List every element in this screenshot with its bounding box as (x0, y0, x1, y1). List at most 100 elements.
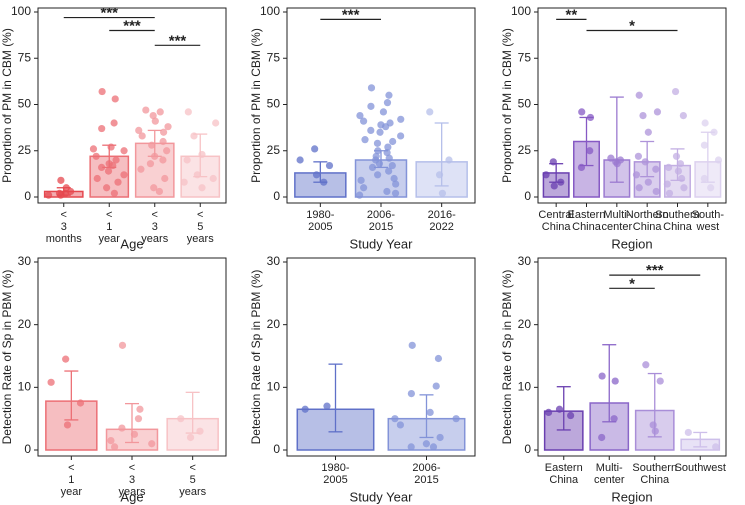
y-tick-label: 20 (267, 317, 281, 331)
data-point (110, 189, 118, 197)
y-axis-label: Proportion of PM in CBM (%) (249, 28, 263, 183)
data-point (367, 102, 375, 110)
data-point (542, 171, 550, 179)
data-point (373, 139, 382, 147)
data-point (438, 189, 447, 197)
x-axis-label: Age (120, 236, 143, 251)
data-point (160, 128, 168, 136)
data-point (567, 411, 575, 420)
y-tick-label: 50 (518, 97, 532, 111)
data-point (676, 160, 685, 168)
data-point (156, 108, 164, 116)
data-point (150, 184, 158, 192)
data-point (672, 152, 681, 160)
data-point (710, 128, 718, 136)
data-point (109, 161, 117, 170)
data-point (426, 408, 434, 416)
plot-frame (286, 257, 476, 457)
x-tick-label: Southwest (675, 462, 726, 474)
bar (294, 172, 347, 198)
data-point (325, 161, 334, 170)
data-point (163, 147, 171, 155)
data-point (550, 182, 558, 190)
data-point (151, 152, 159, 160)
y-tick-label: 50 (18, 97, 32, 111)
plot-frame (537, 257, 727, 457)
x-tick-label: South-west (692, 209, 725, 233)
data-point (644, 178, 652, 186)
data-point (57, 176, 65, 184)
x-axis-label: Study Year (350, 489, 414, 504)
data-point (436, 433, 444, 442)
data-point (665, 189, 674, 197)
data-point (61, 189, 70, 197)
data-point (98, 87, 106, 96)
data-point (356, 112, 364, 120)
data-point (408, 341, 416, 349)
data-point (384, 143, 392, 151)
data-point (120, 171, 128, 179)
data-point (426, 108, 434, 116)
data-point (374, 147, 382, 155)
x-tick-label: Northern China (626, 209, 669, 233)
data-point (149, 112, 157, 120)
data-point (186, 433, 195, 442)
data-point (148, 440, 156, 448)
data-point (611, 377, 619, 385)
data-point (193, 171, 201, 179)
data-point (198, 184, 206, 192)
data-point (712, 443, 720, 451)
data-point (164, 123, 172, 131)
data-point (151, 117, 159, 125)
y-axis-label: Detection Rate of Sp in PBM (%) (249, 270, 263, 445)
y-axis-label: Detection Rate of Sp in PBM (%) (0, 270, 14, 445)
data-point (389, 137, 397, 146)
error-bar (328, 363, 343, 433)
x-tick-label: <3 years (119, 462, 146, 498)
data-point (656, 377, 664, 385)
data-point (680, 184, 688, 192)
data-point (679, 112, 687, 120)
x-tick-label: Southern China (655, 209, 700, 233)
data-point (586, 113, 595, 122)
y-tick-label: 75 (518, 50, 532, 64)
data-point (190, 132, 198, 140)
data-point (146, 160, 155, 168)
data-point (355, 191, 364, 199)
data-point (635, 184, 643, 192)
data-point (671, 87, 680, 96)
data-point (651, 427, 659, 435)
data-point (311, 145, 319, 153)
data-point (665, 163, 673, 171)
data-point (634, 152, 643, 160)
data-point (663, 180, 671, 188)
data-point (701, 119, 709, 127)
data-point (107, 437, 115, 445)
data-point (118, 341, 127, 349)
data-point (391, 189, 400, 197)
y-tick-label: 25 (267, 143, 281, 157)
data-point (196, 427, 204, 435)
data-point (312, 171, 321, 179)
data-point (641, 158, 649, 166)
data-point (653, 108, 662, 116)
data-point (93, 174, 101, 183)
data-point (391, 415, 399, 423)
y-tick-label: 30 (518, 254, 532, 268)
data-point (103, 184, 111, 192)
data-point (118, 424, 126, 432)
data-point (382, 123, 390, 131)
data-point (396, 421, 404, 429)
data-point (557, 178, 565, 186)
data-point (375, 160, 384, 168)
data-point (674, 167, 683, 175)
error-bar (419, 394, 434, 439)
y-tick-label: 0 (524, 189, 531, 203)
data-point (209, 174, 217, 183)
x-axis-label: Region (611, 489, 652, 504)
plot-frame (37, 7, 227, 204)
x-tick-label: <3 months (46, 209, 83, 245)
data-point (107, 143, 115, 151)
y-tick-label: 100 (260, 4, 280, 18)
